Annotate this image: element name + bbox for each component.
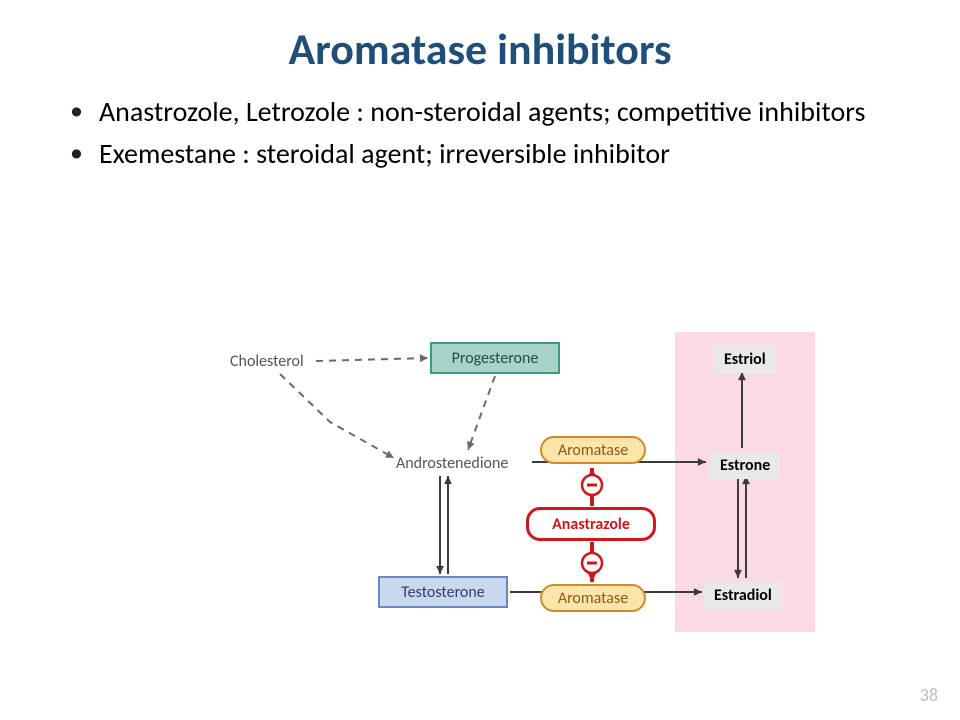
pathway-diagram: Cholesterol Progesterone Androstenedione Ar…	[220, 312, 820, 642]
node-aromatase2: Aromatase	[540, 584, 646, 612]
node-estrone: Estrone	[710, 452, 780, 479]
node-progesterone: Progesterone	[430, 342, 560, 374]
bullet-dot-icon: •	[70, 94, 83, 128]
bullet-dot-icon: •	[70, 136, 83, 170]
node-aromatase1: Aromatase	[540, 436, 646, 464]
bullet-list: • Anastrozole, Letrozole : non-steroidal…	[70, 94, 910, 172]
bullet-text: Anastrozole, Letrozole : non-steroidal a…	[99, 94, 866, 130]
bullet-item: • Exemestane : steroidal agent; irrevers…	[70, 136, 910, 172]
bullet-text: Exemestane : steroidal agent; irreversib…	[99, 136, 670, 172]
node-estriol: Estriol	[714, 346, 776, 373]
node-cholesterol: Cholesterol	[230, 352, 304, 371]
node-estradiol: Estradiol	[704, 582, 782, 609]
node-testosterone: Testosterone	[378, 576, 508, 608]
node-anastrazole: Anastrazole	[526, 507, 656, 541]
bullet-item: • Anastrozole, Letrozole : non-steroidal…	[70, 94, 910, 130]
slide-title: Aromatase inhibitors	[0, 0, 960, 76]
node-androstenedione: Androstenedione	[396, 454, 508, 473]
page-number: 38	[920, 684, 938, 706]
